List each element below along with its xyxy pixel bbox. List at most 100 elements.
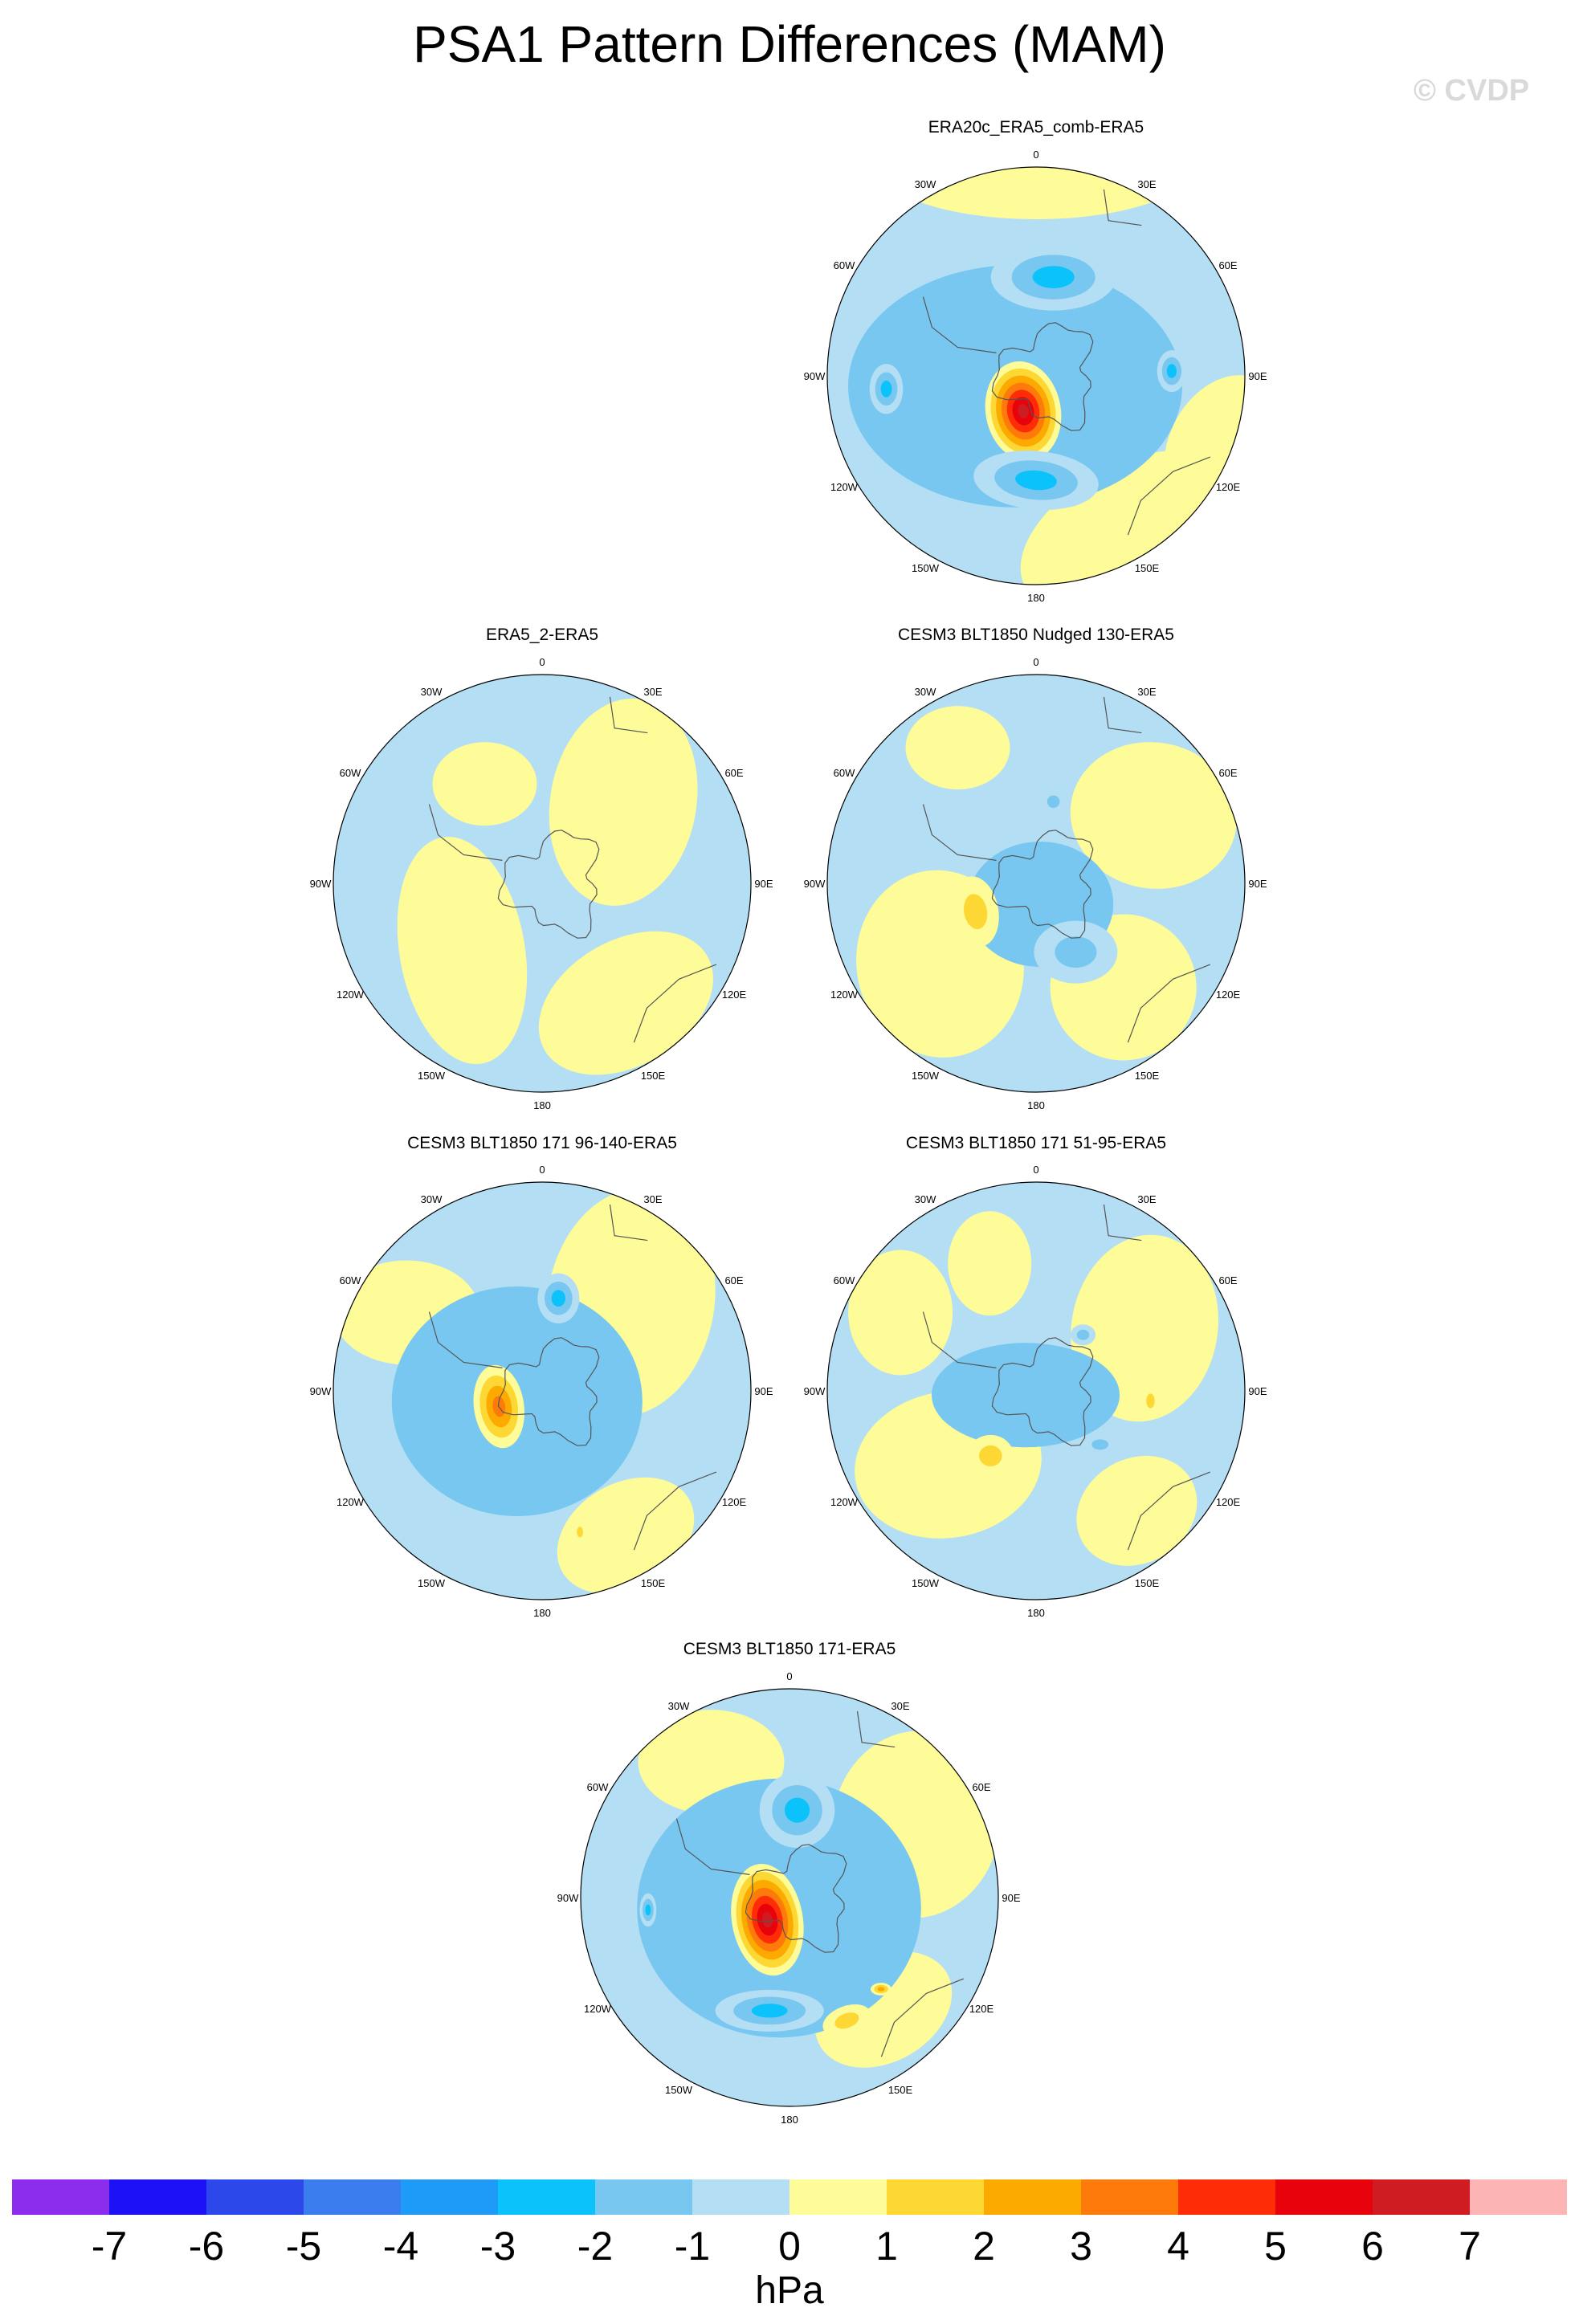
low-pressure-anomaly: [784, 1797, 810, 1823]
longitude-label: 150E: [1135, 1577, 1160, 1589]
positive-anomaly-region: [879, 167, 1193, 219]
colorbar-tick-label: -7: [92, 2224, 127, 2269]
longitude-label: 150E: [888, 2084, 913, 2096]
antarctica-coastline: [991, 1337, 1094, 1446]
longitude-label: 90E: [754, 878, 773, 890]
south-america-coastline: [675, 1818, 750, 1875]
high-pressure-anomaly: [1146, 1393, 1155, 1409]
longitude-label: 30W: [668, 1700, 690, 1712]
colorbar-bin: [887, 2179, 984, 2215]
colorbar-tick-label: -5: [286, 2224, 321, 2269]
australia-coastline: [633, 1471, 717, 1551]
longitude-label: 90W: [310, 878, 332, 890]
longitude-label: 90W: [804, 878, 826, 890]
low-pressure-anomaly: [551, 1290, 565, 1307]
south-america-coastline: [922, 804, 997, 861]
high-pressure-anomaly: [979, 1445, 1002, 1466]
longitude-label: 30E: [891, 1700, 909, 1712]
positive-anomaly-region: [948, 1211, 1032, 1316]
longitude-label: 60E: [1218, 767, 1237, 779]
colorbar-bin: [109, 2179, 206, 2215]
map-border: [333, 1181, 752, 1600]
positive-anomaly-region: [538, 931, 713, 1075]
antarctica-coastline: [497, 830, 600, 939]
map-panel-4: CESM3 BLT1850 171 96-140-ERA5 0 30E 60E 90E 1…: [310, 1134, 773, 1619]
australia-coastline: [1127, 964, 1211, 1043]
positive-anomaly-region: [549, 698, 698, 906]
longitude-label: 90W: [804, 370, 826, 382]
longitude-label: 180: [1027, 1607, 1045, 1619]
map-border: [826, 166, 1246, 585]
longitude-label: 120E: [722, 1496, 747, 1508]
longitude-label: 30E: [1137, 686, 1156, 698]
africa-coastline: [1103, 1204, 1142, 1242]
longitude-label: 60E: [1218, 1274, 1237, 1286]
longitude-label: 60E: [724, 767, 743, 779]
africa-coastline: [1103, 696, 1142, 734]
longitude-label: 150W: [665, 2084, 693, 2096]
map-border: [333, 674, 752, 1093]
low-pressure-anomaly: [1166, 364, 1177, 378]
low-pressure-anomaly: [1076, 1329, 1090, 1340]
high-pressure-anomaly: [834, 2012, 859, 2029]
longitude-label: 0: [1033, 1164, 1038, 1176]
panel-title: CESM3 BLT1850 171-ERA5: [683, 1640, 896, 1658]
colorbar-tick-label: -1: [675, 2224, 710, 2269]
longitude-label: 30W: [915, 1193, 936, 1205]
low-pressure-anomaly: [1015, 470, 1057, 491]
antarctica-coastline: [991, 830, 1094, 939]
colorbar-bin: [595, 2179, 692, 2215]
africa-coastline: [609, 696, 648, 734]
colorbar-tick-label: 2: [973, 2224, 995, 2269]
panel-title: ERA20c_ERA5_comb-ERA5: [928, 118, 1144, 137]
longitude-label: 120W: [337, 1496, 365, 1508]
colorbar-bin: [1470, 2179, 1567, 2215]
colorbar-tick-label: -3: [480, 2224, 516, 2269]
colorbar-bin: [1178, 2179, 1275, 2215]
panel-title: CESM3 BLT1850 Nudged 130-ERA5: [898, 626, 1174, 644]
colorbar-tick-label: 6: [1361, 2224, 1384, 2269]
map-panel-1: ERA20c_ERA5_comb-ERA5 0 30E 60E 90E 120E 150E 1…: [804, 118, 1267, 604]
map-border: [580, 1688, 999, 2107]
longitude-label: 120W: [830, 989, 859, 1001]
colorbar-bin: [1373, 2179, 1470, 2215]
colorbar-bin: [401, 2179, 498, 2215]
positive-anomaly-region: [1164, 375, 1245, 512]
longitude-label: 180: [781, 2114, 798, 2126]
longitude-label: 0: [1033, 656, 1038, 668]
high-pressure-anomaly: [577, 1527, 584, 1538]
colorbar-tick-label: 0: [778, 2224, 801, 2269]
colorbar-tick-label: 1: [875, 2224, 898, 2269]
colorbar-tick-label: 3: [1070, 2224, 1092, 2269]
colorbar-bin: [206, 2179, 304, 2215]
longitude-label: 150E: [1135, 1070, 1160, 1082]
map-border: [826, 674, 1246, 1093]
longitude-label: 30W: [915, 178, 936, 190]
longitude-label: 30W: [915, 686, 936, 698]
longitude-label: 90W: [310, 1385, 332, 1397]
longitude-label: 30E: [1137, 178, 1156, 190]
longitude-label: 30E: [643, 1193, 662, 1205]
longitude-label: 150W: [912, 562, 940, 574]
africa-coastline: [609, 1204, 648, 1242]
colorbar-tick-label: 5: [1264, 2224, 1287, 2269]
figure-title: PSA1 Pattern Differences (MAM): [413, 15, 1166, 73]
longitude-label: 150W: [912, 1577, 940, 1589]
longitude-label: 120W: [584, 2003, 612, 2015]
antarctica-coastline: [991, 322, 1094, 431]
positive-anomaly-region: [905, 706, 1010, 790]
australia-coastline: [1127, 1471, 1211, 1551]
longitude-label: 30E: [1137, 1193, 1156, 1205]
longitude-label: 120W: [830, 481, 859, 493]
colorbar-tick-label: -2: [577, 2224, 613, 2269]
map-panel-3: CESM3 BLT1850 Nudged 130-ERA5 0 30E 60E 90E 1…: [804, 626, 1267, 1111]
negative-anomaly-region: [932, 1343, 1120, 1448]
high-pressure-anomaly: [761, 1911, 773, 1928]
map-panel-6: CESM3 BLT1850 171-ERA5 0 30E 60E 90E 120E 150E…: [557, 1640, 1021, 2126]
high-pressure-anomaly: [1018, 404, 1029, 418]
longitude-label: 30E: [643, 686, 662, 698]
low-pressure-anomaly: [1091, 1439, 1109, 1450]
longitude-label: 90E: [1248, 370, 1267, 382]
map-border: [826, 1181, 1246, 1600]
